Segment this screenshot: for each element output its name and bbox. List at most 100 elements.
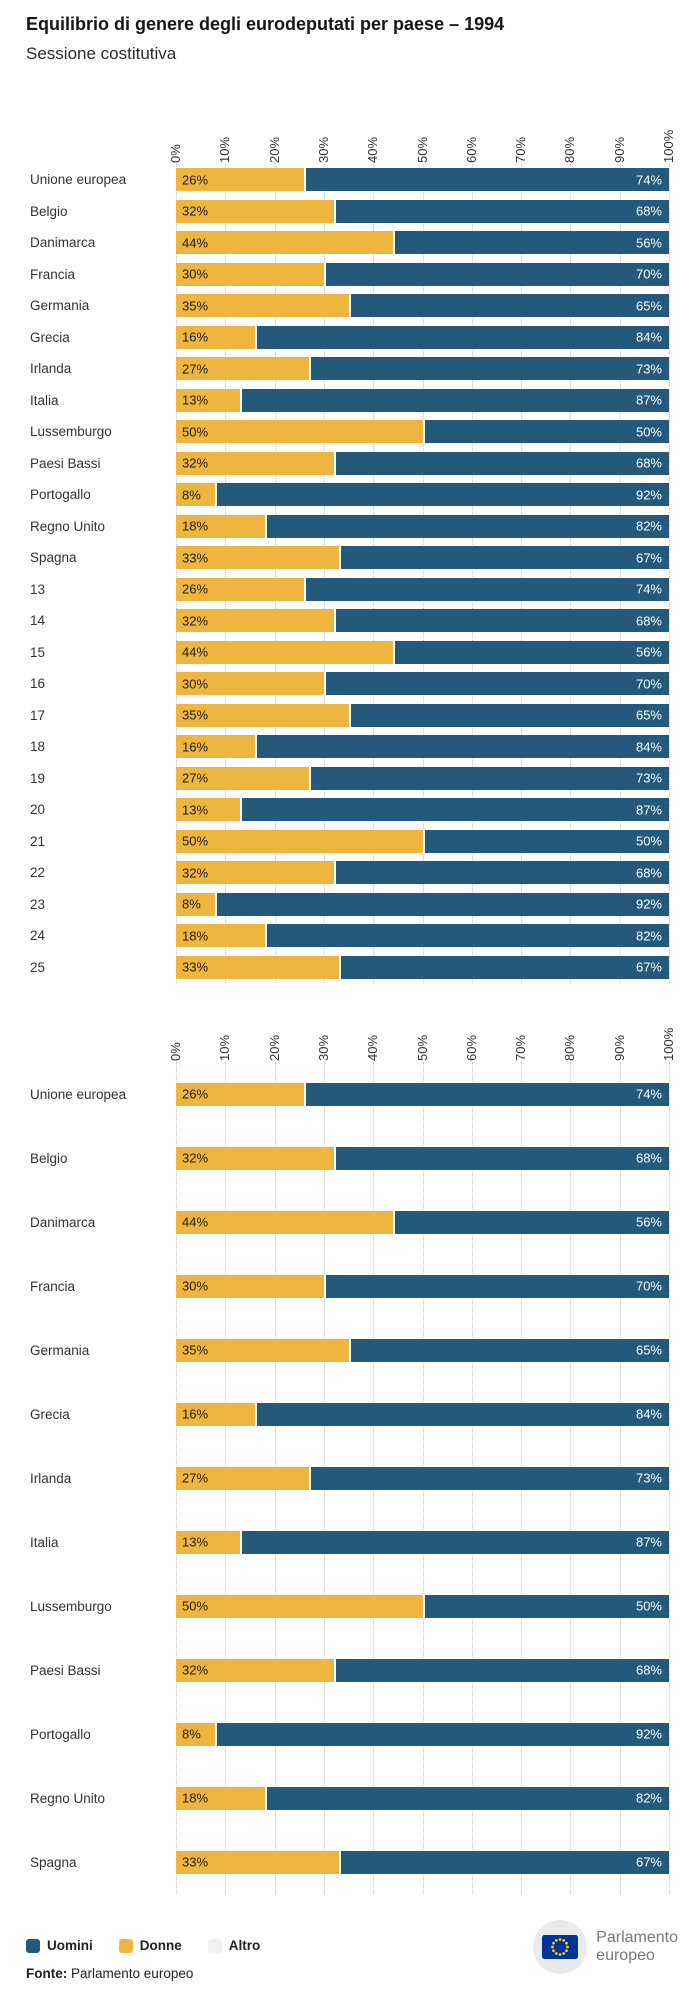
bar-value-donne: 32% <box>182 1662 209 1678</box>
category-label: 16 <box>30 676 46 692</box>
gridline <box>225 164 227 983</box>
bar-row: Italia 13% 87% <box>0 1510 700 1574</box>
category-label: Irlanda <box>30 1470 72 1486</box>
bar-uomini <box>309 357 669 381</box>
bar-uomini <box>254 325 669 349</box>
bar-row: 24 18% 82% <box>0 920 700 952</box>
bar-value-donne: 35% <box>182 1342 209 1358</box>
legend-item-altro[interactable]: Altro <box>207 1938 260 1953</box>
bar-row: Paesi Bassi 32% 68% <box>0 448 700 480</box>
bar-value-donne: 18% <box>182 518 209 534</box>
legend-item-uomini[interactable]: Uomini <box>26 1938 93 1953</box>
bar-value-uomini: 74% <box>635 581 662 597</box>
bar-donne <box>176 1146 334 1170</box>
bar-value-donne: 18% <box>182 928 209 944</box>
bar-track: 35% 65% <box>176 294 669 318</box>
axis-tick-text: 10% <box>217 136 233 163</box>
bar-donne <box>176 1274 324 1298</box>
bar-row: Spagna 33% 67% <box>0 542 700 574</box>
bar-value-uomini: 73% <box>635 1470 662 1486</box>
bar-value-uomini: 87% <box>635 1534 662 1550</box>
bar-value-uomini: 82% <box>635 928 662 944</box>
bar-uomini <box>333 451 669 475</box>
category-label: Germania <box>30 298 90 314</box>
category-label: Paesi Bassi <box>30 1662 101 1678</box>
bar-value-uomini: 92% <box>635 896 662 912</box>
gridlines <box>176 164 670 983</box>
category-label: 18 <box>30 739 46 755</box>
bar-value-uomini: 50% <box>635 424 662 440</box>
bar-track: 50% 50% <box>176 420 669 444</box>
bar-uomini <box>304 1082 669 1106</box>
plot-area: Unione europea 26% 74% Belgio 32% 68% Danimarc… <box>0 164 700 983</box>
bar-value-donne: 50% <box>182 1598 209 1614</box>
axis-tick-text: 90% <box>611 136 627 163</box>
category-label: Danimarca <box>30 235 96 251</box>
category-label: Grecia <box>30 1406 70 1422</box>
bar-value-uomini: 65% <box>635 707 662 723</box>
bar-uomini <box>338 1850 669 1874</box>
axis-tick-text: 20% <box>266 1034 282 1061</box>
bar-value-uomini: 70% <box>635 676 662 692</box>
bar-donne <box>176 1722 216 1746</box>
bar-value-donne: 26% <box>182 172 209 188</box>
bar-value-donne: 35% <box>182 298 209 314</box>
bar-track: 33% 67% <box>176 1850 669 1874</box>
bar-donne <box>176 1082 305 1106</box>
bar-donne <box>176 798 241 822</box>
bar-value-uomini: 74% <box>635 1086 662 1102</box>
bar-value-uomini: 87% <box>635 392 662 408</box>
bar-row: Belgio 32% 68% <box>0 1126 700 1190</box>
bar-donne <box>176 609 334 633</box>
page-subtitle: Sessione costitutiva <box>26 44 177 63</box>
gridline <box>274 164 276 983</box>
bar-value-donne: 44% <box>182 1214 209 1230</box>
bar-value-donne: 26% <box>182 581 209 597</box>
bar-row: Portogallo 8% 92% <box>0 479 700 511</box>
bar-uomini <box>333 609 669 633</box>
category-label: Regno Unito <box>30 1790 106 1806</box>
bar-value-uomini: 68% <box>635 865 662 881</box>
category-label: Italia <box>30 392 59 408</box>
bar-track: 18% 82% <box>176 514 669 538</box>
bar-uomini <box>338 955 669 979</box>
bar-donne <box>176 766 310 790</box>
bar-value-uomini: 68% <box>635 1150 662 1166</box>
bar-donne <box>176 577 305 601</box>
bar-uomini <box>304 577 669 601</box>
bar-uomini <box>422 829 669 853</box>
bar-track: 32% 68% <box>176 1658 669 1682</box>
bar-track: 32% 68% <box>176 861 669 885</box>
bar-donne <box>176 1850 339 1874</box>
bar-track: 16% 84% <box>176 735 669 759</box>
bar-track: 35% 65% <box>176 1338 669 1362</box>
category-label: 20 <box>30 802 46 818</box>
axis-tick-text: 70% <box>513 136 529 163</box>
bar-donne <box>176 325 255 349</box>
category-label: Belgio <box>30 203 68 219</box>
bar-track: 18% 82% <box>176 924 669 948</box>
bar-row: Germania 35% 65% <box>0 290 700 322</box>
bar-row: Francia 30% 70% <box>0 259 700 291</box>
bar-donne <box>176 955 339 979</box>
bar-track: 33% 67% <box>176 546 669 570</box>
bar-uomini <box>304 168 669 192</box>
bar-value-donne: 8% <box>182 487 201 503</box>
legend-item-donne[interactable]: Donne <box>118 1938 182 1953</box>
bar-value-donne: 32% <box>182 203 209 219</box>
bar-uomini <box>392 640 669 664</box>
axis-tick-text: 50% <box>414 136 430 163</box>
bar-value-uomini: 56% <box>635 1214 662 1230</box>
bar-value-donne: 32% <box>182 865 209 881</box>
bar-track: 32% 68% <box>176 609 669 633</box>
bar-value-donne: 32% <box>182 613 209 629</box>
bar-track: 27% 73% <box>176 766 669 790</box>
bar-uomini <box>392 1210 669 1234</box>
axis-tick-text: 60% <box>463 136 479 163</box>
bar-track: 16% 84% <box>176 1402 669 1426</box>
bar-uomini <box>264 1786 669 1810</box>
bar-donne <box>176 829 423 853</box>
bar-row: 21 50% 50% <box>0 826 700 858</box>
bar-track: 33% 67% <box>176 955 669 979</box>
bar-row: Germania 35% 65% <box>0 1318 700 1382</box>
